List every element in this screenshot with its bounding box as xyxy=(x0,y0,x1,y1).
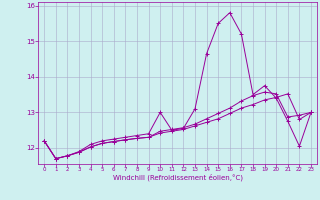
X-axis label: Windchill (Refroidissement éolien,°C): Windchill (Refroidissement éolien,°C) xyxy=(113,174,243,181)
